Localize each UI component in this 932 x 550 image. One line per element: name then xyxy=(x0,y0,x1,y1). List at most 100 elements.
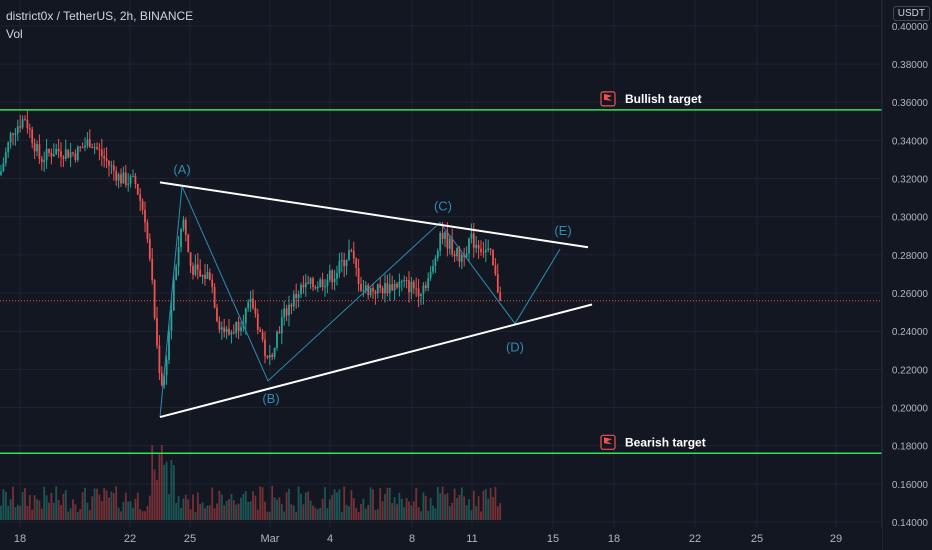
candle-body xyxy=(259,329,262,333)
volume-bar xyxy=(50,492,53,520)
candle-body xyxy=(220,327,223,330)
candle-body xyxy=(362,290,365,292)
volume-bar xyxy=(220,494,223,520)
volume-bar xyxy=(398,492,401,520)
candle-body xyxy=(0,171,2,175)
volume-bar xyxy=(379,488,382,520)
candle-body xyxy=(139,194,142,201)
volume-bar xyxy=(136,492,139,520)
volume-bar xyxy=(88,510,91,520)
candle-body xyxy=(218,321,221,330)
volume-bar xyxy=(218,490,221,520)
candle-body xyxy=(408,280,410,293)
volume-bar xyxy=(199,503,202,520)
volume-bar xyxy=(153,469,156,520)
volume-bar xyxy=(84,487,86,520)
volume-bar xyxy=(115,486,118,520)
candle-body xyxy=(432,266,434,272)
candle-body xyxy=(108,160,110,166)
candle-body xyxy=(247,302,250,309)
volume-bar xyxy=(343,486,346,520)
volume-bar xyxy=(228,499,230,520)
volume-bar xyxy=(98,494,101,520)
volume-bar xyxy=(499,503,502,520)
candle-body xyxy=(312,278,314,287)
candle-body xyxy=(326,279,329,287)
candle-body xyxy=(256,313,259,330)
volume-bar xyxy=(184,494,187,520)
volume-bar xyxy=(48,502,50,520)
volume-bar xyxy=(367,504,370,520)
volume-bar xyxy=(384,493,386,520)
volume-bar xyxy=(7,505,10,520)
volume-bars xyxy=(0,445,502,520)
volume-bar xyxy=(110,491,113,520)
volume-bar xyxy=(124,492,127,520)
candle-body xyxy=(420,293,422,296)
volume-bar xyxy=(280,504,283,520)
candle-body xyxy=(216,307,218,322)
elliott-waves: (A) (B) (C) (D) (E) xyxy=(159,162,572,418)
y-tick-label: 0.34000 xyxy=(892,136,929,147)
volume-bar xyxy=(410,505,413,520)
volume-bar xyxy=(141,511,144,520)
candle-body xyxy=(465,253,468,257)
x-tick-label: Mar xyxy=(261,533,280,545)
time-axis[interactable]: 18 22 25 Mar 4 8 11 15 18 22 25 29 xyxy=(0,528,882,550)
volume-bar xyxy=(465,505,468,520)
volume-bar xyxy=(14,507,17,520)
volume-bar xyxy=(302,504,305,520)
volume-bar xyxy=(480,511,482,520)
volume-bar xyxy=(235,504,238,520)
volume-bar xyxy=(43,486,46,520)
volume-bar xyxy=(446,493,449,520)
candle-body xyxy=(280,317,283,334)
candle-body xyxy=(302,284,305,288)
candle-body xyxy=(396,283,398,288)
candle-body xyxy=(163,375,166,385)
volume-bar xyxy=(165,461,168,520)
volume-bar xyxy=(189,509,192,520)
currency-badge[interactable]: USDT xyxy=(892,6,930,21)
candle-body xyxy=(26,119,29,129)
x-tick-label: 11 xyxy=(466,533,477,545)
volume-bar xyxy=(129,501,132,520)
volume-bar xyxy=(192,494,194,520)
candle-body xyxy=(170,310,173,331)
candle-body xyxy=(398,281,401,288)
volume-bar xyxy=(316,509,319,520)
volume-bar xyxy=(64,490,67,520)
candle-body xyxy=(96,147,98,149)
volume-bar xyxy=(328,499,331,520)
candle-body xyxy=(50,152,53,157)
volume-bar xyxy=(163,464,166,520)
candle-body xyxy=(472,233,475,248)
volume-bar xyxy=(396,504,398,520)
candle-body xyxy=(235,321,238,334)
candle-body xyxy=(194,264,197,275)
candle-body xyxy=(230,332,233,335)
candle-body xyxy=(388,284,391,294)
y-tick-label: 0.26000 xyxy=(892,289,929,300)
candle-body xyxy=(480,248,482,252)
y-tick-label: 0.28000 xyxy=(892,251,929,262)
candle-body xyxy=(232,332,235,334)
candle-body xyxy=(345,259,348,267)
candle-body xyxy=(314,286,317,289)
volume-bar xyxy=(69,508,72,520)
volume-indicator-label[interactable]: Vol xyxy=(6,27,23,41)
candle-body xyxy=(153,280,156,318)
volume-bar xyxy=(237,503,240,520)
volume-bar xyxy=(432,505,434,520)
volume-bar xyxy=(247,501,250,520)
volume-bar xyxy=(362,498,365,520)
x-tick-label: 22 xyxy=(689,533,701,545)
candle-body xyxy=(386,283,389,294)
volume-bar xyxy=(374,509,377,520)
candle-body xyxy=(309,278,312,284)
price-axis[interactable]: 0.14000 0.16000 0.18000 0.20000 0.22000 0.240… xyxy=(881,0,932,550)
candle-body xyxy=(441,233,444,239)
symbol-title[interactable]: district0x / TetherUS, 2h, BINANCE xyxy=(6,9,194,23)
volume-bar xyxy=(211,487,214,520)
